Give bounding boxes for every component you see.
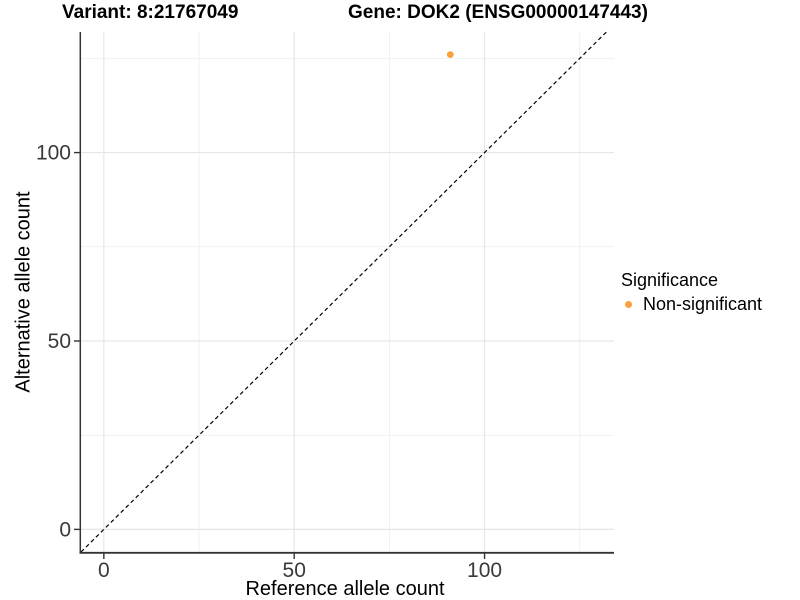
legend-item-non-significant: Non-significant [621, 293, 797, 315]
y-tick-label: 100 [36, 142, 71, 165]
x-tick-label: 50 [283, 559, 306, 582]
legend-title: Significance [621, 270, 719, 290]
x-axis-title: Reference allele count [245, 578, 445, 600]
y-tick-label: 0 [59, 518, 71, 541]
x-tick-label: 100 [467, 559, 502, 582]
gene-title: Gene: DOK2 (ENSG00000147443) [348, 2, 648, 23]
variant-title: Variant: 8:21767049 [62, 2, 239, 23]
legend-item-label: Non-significant [643, 293, 763, 314]
x-tick-label: 0 [98, 559, 110, 582]
legend-key-dot-icon [625, 300, 632, 308]
legend: Significance Non-significant [621, 269, 797, 315]
identity-line [80, 31, 607, 553]
data-point [446, 51, 454, 59]
y-tick-label: 50 [48, 330, 71, 353]
y-axis-title: Alternative allele count [12, 191, 35, 393]
